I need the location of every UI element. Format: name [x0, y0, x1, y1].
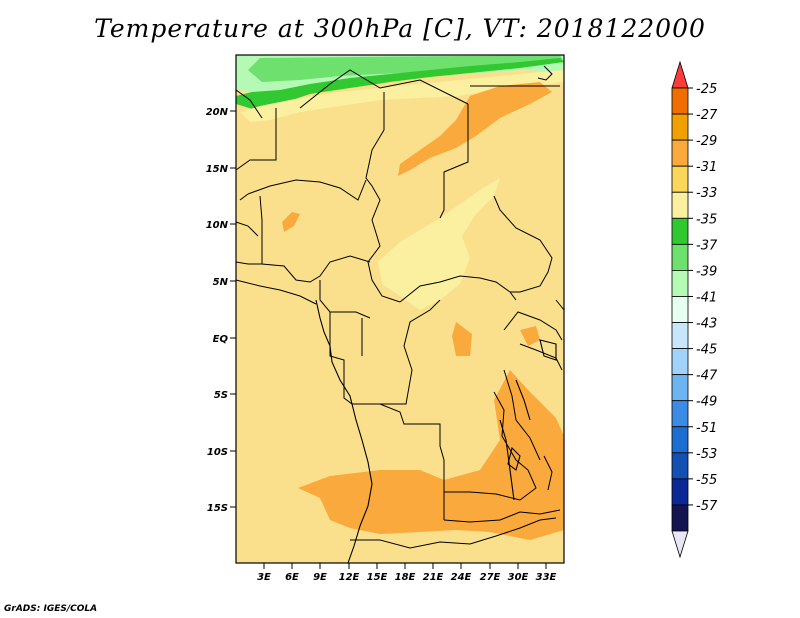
colorbar-label: -51	[696, 421, 717, 436]
lon-axis: 3E 6E 9E 12E 15E 18E 21E 24E 27E 30E 33E	[257, 563, 557, 583]
lon-label: 24E	[451, 572, 472, 583]
pale-region-car	[378, 178, 500, 310]
country-borders	[235, 65, 565, 549]
orange-region-south	[298, 370, 564, 540]
lat-label: 5N	[213, 277, 229, 288]
lon-label: 21E	[423, 572, 444, 583]
lat-label: 10S	[207, 447, 228, 458]
orange-spot-congo	[452, 322, 472, 356]
lon-label: 27E	[480, 572, 501, 583]
colorbar-swatch	[671, 322, 689, 349]
colorbar-label: -25	[696, 82, 717, 97]
colorbar-top-triangle	[671, 60, 689, 89]
map-title: Temperature at 300hPa [C], VT: 201812200…	[94, 14, 706, 43]
lat-label: EQ	[213, 334, 229, 345]
colorbar-label: -53	[696, 447, 717, 462]
colorbar-label: -49	[696, 395, 717, 410]
colorbar-swatch	[671, 191, 689, 219]
map-panel	[235, 54, 565, 564]
colorbar-swatch	[671, 87, 689, 115]
lat-label: 5S	[214, 390, 228, 401]
lon-label: 9E	[313, 572, 327, 583]
colorbar-bottom-triangle	[671, 530, 689, 559]
grads-credit: GrADS: IGES/COLA	[4, 604, 98, 614]
colorbar-label: -37	[696, 238, 718, 253]
colorbar-swatch	[671, 243, 689, 271]
orange-region-nigeria	[282, 212, 300, 232]
colorbar-label: -43	[696, 317, 717, 332]
colorbar-swatch	[671, 217, 689, 245]
colorbar-swatch	[671, 426, 689, 454]
colorbar-label: -31	[696, 160, 717, 175]
orange-spot-east	[520, 326, 540, 346]
lat-label: 15S	[207, 503, 228, 514]
colorbar-label: -35	[696, 212, 717, 227]
colorbar-swatch	[671, 504, 689, 532]
lon-label: 33E	[536, 572, 557, 583]
colorbar-label: -57	[696, 499, 718, 514]
green-band-mid	[248, 55, 564, 82]
colorbar-label: -41	[696, 290, 717, 305]
colorbar-swatch	[671, 400, 689, 428]
colorbar-swatch	[671, 374, 689, 402]
colorbar-label: -45	[696, 343, 717, 358]
coastlines	[315, 299, 561, 564]
lon-label: 12E	[339, 572, 360, 583]
lon-label: 3E	[257, 572, 271, 583]
colorbar-swatch	[671, 478, 689, 506]
colorbar-swatch	[671, 452, 689, 480]
lat-label: 15N	[206, 164, 229, 175]
colorbar-swatch	[671, 165, 689, 193]
orange-region-sudan	[398, 82, 552, 176]
colorbar-label: -27	[696, 108, 718, 123]
lat-axis: 20N 15N 10N 5N EQ 5S 10S 15S	[206, 107, 236, 514]
pale-band-north	[240, 70, 564, 122]
lat-label: 20N	[206, 107, 229, 118]
colorbar-swatch	[671, 270, 689, 297]
lon-label: 30E	[508, 572, 529, 583]
colorbar-label: -33	[696, 186, 717, 201]
lon-label: 15E	[367, 572, 388, 583]
green-band-dark	[236, 58, 564, 110]
colorbar-label: -29	[696, 134, 717, 149]
lat-label: 10N	[206, 220, 229, 231]
colorbar-label: -39	[696, 264, 717, 279]
map-frame	[235, 54, 565, 564]
colorbar-label: -55	[696, 473, 717, 488]
colorbar-swatch	[671, 296, 689, 323]
colorbar-swatch	[671, 113, 689, 141]
colorbar: -25 -27 -29 -31 -33 -35 -37 -39 -41 -43 -45 -47 -49 -…	[671, 60, 718, 559]
colorbar-label: -47	[696, 369, 718, 384]
colorbar-swatch	[671, 139, 689, 167]
lon-label: 18E	[395, 572, 416, 583]
colorbar-swatch	[671, 348, 689, 376]
lon-label: 6E	[285, 572, 299, 583]
